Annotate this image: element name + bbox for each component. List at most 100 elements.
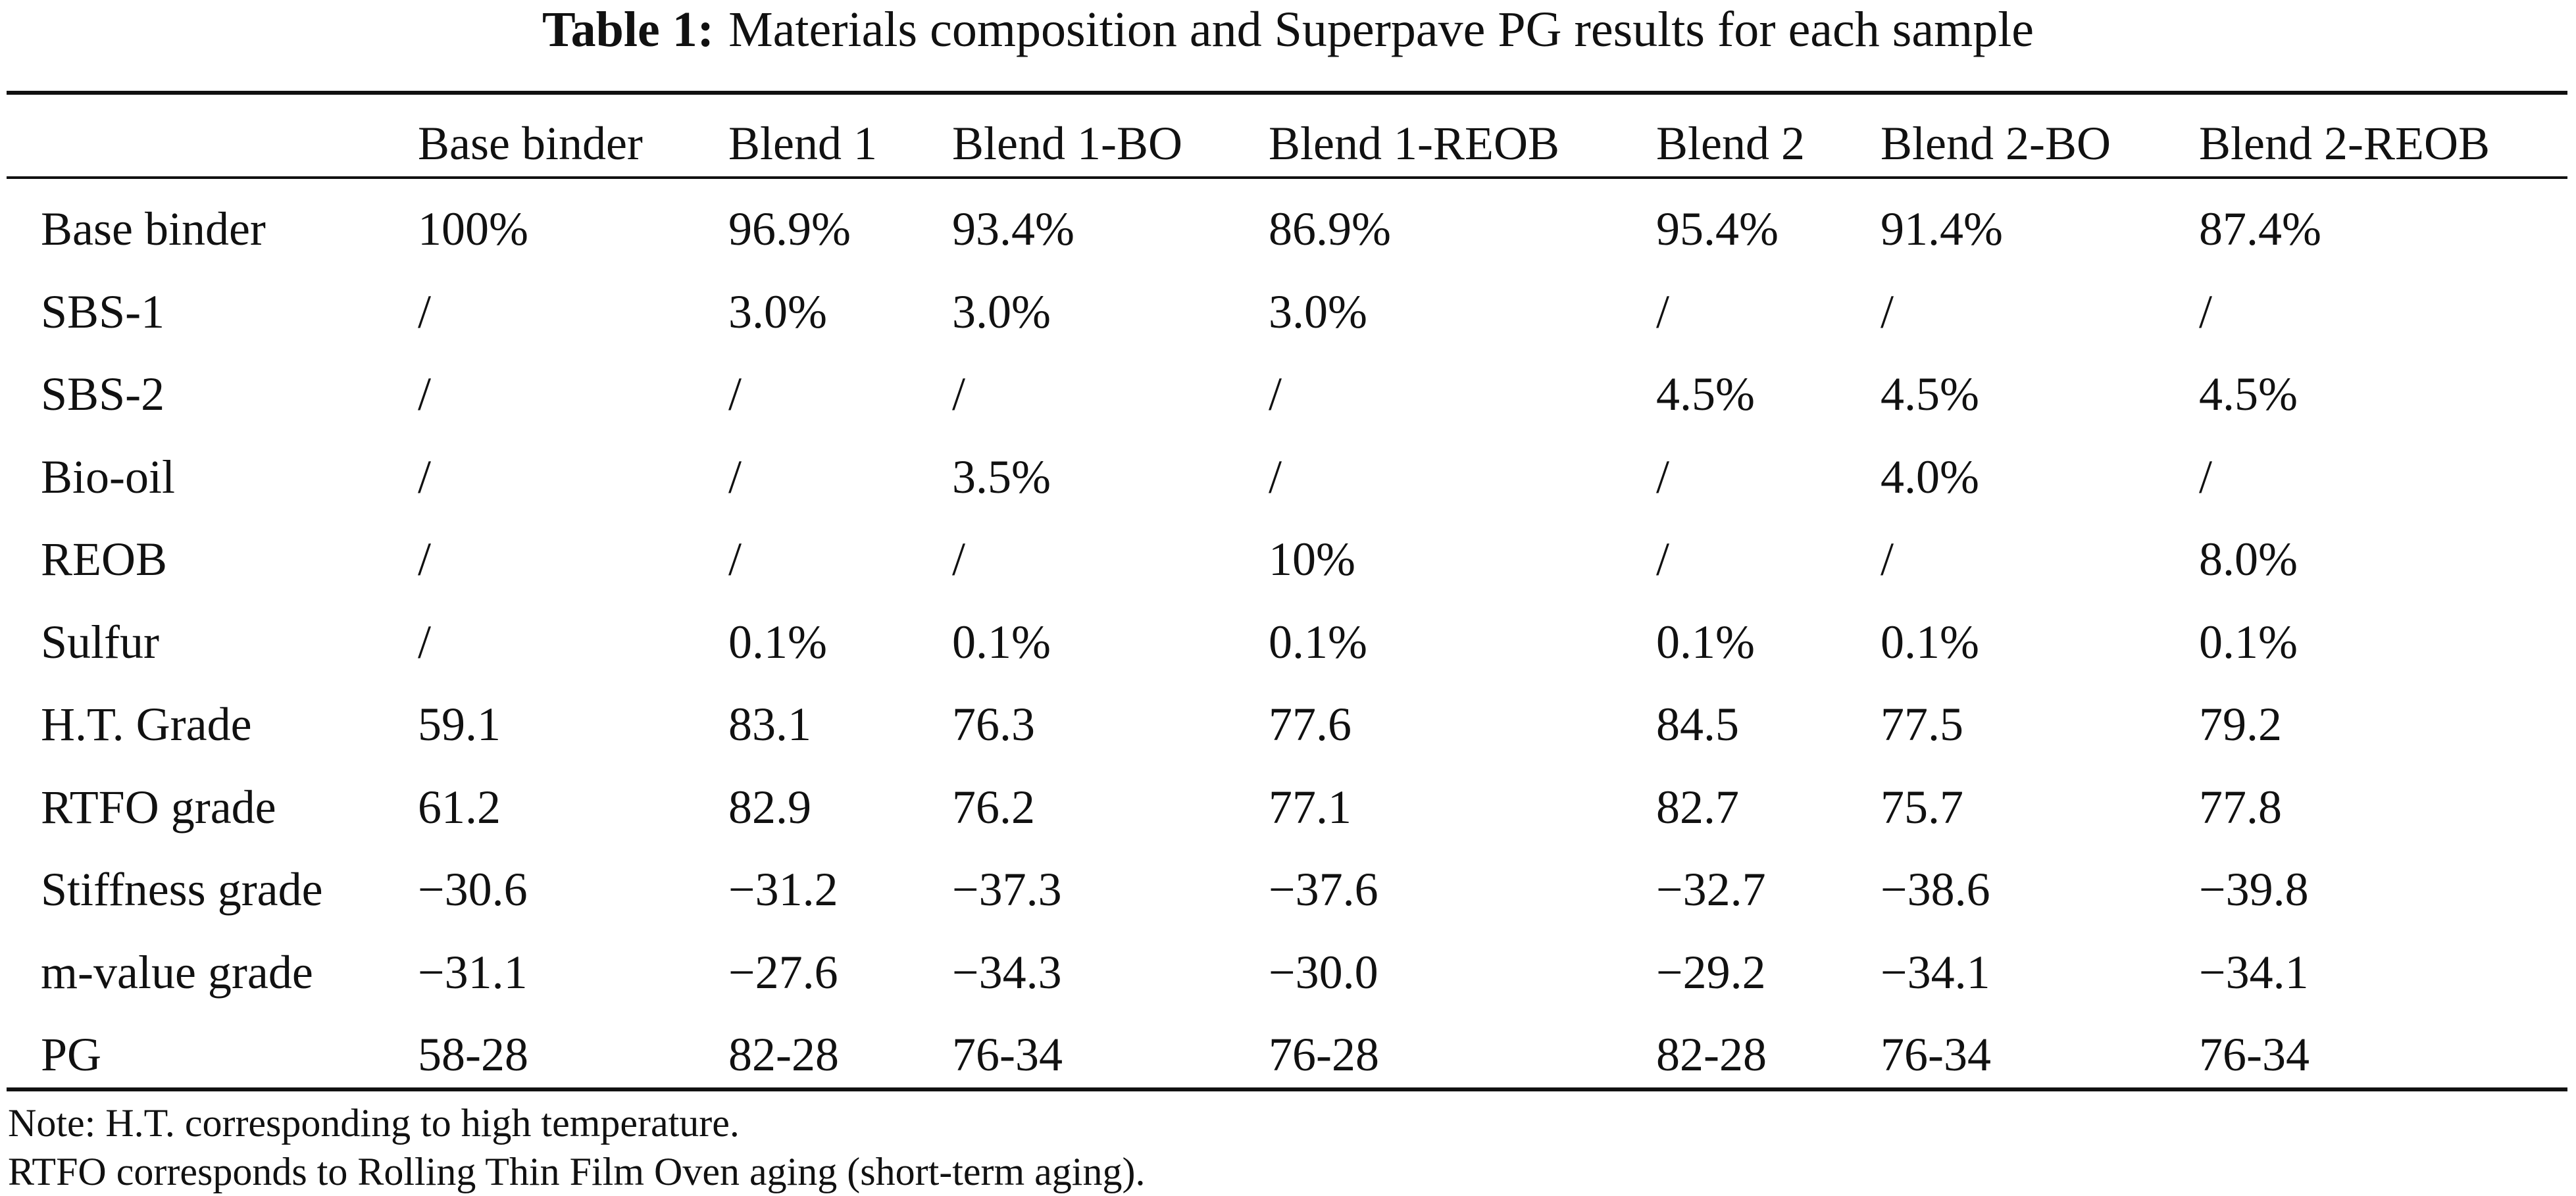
table-cell: 76.2 — [952, 780, 1035, 834]
table-row: Stiffness grade −30.6 −31.2 −37.3 −37.6 −32.7… — [0, 848, 2576, 931]
table-cell: −31.1 — [418, 945, 528, 999]
table-cell: 95.4% — [1656, 203, 1779, 255]
table-cell: 77.8 — [2199, 780, 2282, 834]
table-row: RTFO grade 61.2 82.9 76.2 77.1 82.7 75.7 77.8 — [0, 766, 2576, 849]
table-row: PG 58-28 82-28 76-34 76-28 82-28 76-34 76-34 — [0, 1013, 2576, 1096]
table-cell: 4.5% — [1881, 368, 1979, 420]
table-cell: 4.5% — [2199, 368, 2298, 420]
table-label: Table 1: — [542, 2, 715, 57]
table-cell: 4.5% — [1656, 368, 1755, 420]
row-label-cell: SBS-1 — [41, 285, 165, 338]
table-bottom-rule — [7, 1087, 2567, 1091]
table-note: RTFO corresponds to Rolling Thin Film Ov… — [8, 1150, 1146, 1193]
table-cell: / — [1269, 368, 1282, 420]
table-cell: 3.5% — [952, 450, 1051, 503]
header-cell-blend-2: Blend 2 — [1656, 117, 1805, 170]
row-label-cell: REOB — [41, 533, 168, 586]
table-cell: 0.1% — [1269, 615, 1367, 668]
table-cell: 79.2 — [2199, 698, 2282, 751]
row-label-cell: PG — [41, 1028, 102, 1081]
table-cell: 87.4% — [2199, 203, 2321, 255]
table-row: REOB / / / 10% / / 8.0% — [0, 518, 2576, 601]
row-label-cell: H.T. Grade — [41, 698, 252, 751]
table-cell: 3.0% — [952, 285, 1051, 338]
table-cell: / — [1881, 533, 1894, 586]
table-cell: 84.5 — [1656, 698, 1739, 751]
table-cell: 82.7 — [1656, 780, 1739, 834]
table-row: m-value grade −31.1 −27.6 −34.3 −30.0 −29.2 −3… — [0, 931, 2576, 1014]
table-cell: 61.2 — [418, 780, 501, 834]
table-row: Base binder 100% 96.9% 93.4% 86.9% 95.4% 91.4%… — [0, 187, 2576, 270]
header-cell-blend-1: Blend 1 — [728, 117, 877, 170]
table-cell: / — [1881, 285, 1894, 338]
header-cell-blend-1-reob: Blend 1-REOB — [1269, 117, 1559, 170]
table-cell: −39.8 — [2199, 863, 2309, 916]
table-cell: 76-34 — [2199, 1028, 2310, 1081]
table-cell: / — [418, 615, 432, 668]
row-label-cell: m-value grade — [41, 945, 313, 999]
table-cell: 76-34 — [952, 1028, 1063, 1081]
table-cell: 4.0% — [1881, 450, 1979, 503]
table-cell: / — [2199, 285, 2213, 338]
table-cell: 96.9% — [728, 203, 851, 255]
table-cell: / — [728, 368, 742, 420]
table-cell: 100% — [418, 203, 528, 255]
table-cell: −30.6 — [418, 863, 528, 916]
table-cell: 0.1% — [728, 615, 827, 668]
table-cell: 82-28 — [728, 1028, 839, 1081]
table-row: Sulfur / 0.1% 0.1% 0.1% 0.1% 0.1% 0.1% — [0, 601, 2576, 684]
table-row: Bio-oil / / 3.5% / / 4.0% / — [0, 436, 2576, 518]
table-cell: −37.6 — [1269, 863, 1378, 916]
table-row: SBS-1 / 3.0% 3.0% 3.0% / / / — [0, 270, 2576, 353]
table-cell: / — [952, 533, 966, 586]
table-cell: 91.4% — [1881, 203, 2003, 255]
table-cell: −38.6 — [1881, 863, 1990, 916]
table-caption: Table 1: Materials composition and Superp… — [0, 0, 2576, 66]
table-cell: 83.1 — [728, 698, 811, 751]
table-cell: / — [418, 450, 432, 503]
row-label-cell: Bio-oil — [41, 450, 176, 503]
table-cell: 76-34 — [1881, 1028, 1991, 1081]
table-cell: / — [418, 285, 432, 338]
table-cell: 77.1 — [1269, 780, 1351, 834]
table-row: SBS-2 / / / / 4.5% 4.5% 4.5% — [0, 353, 2576, 436]
table-cell: 93.4% — [952, 203, 1074, 255]
table-cell: −34.1 — [1881, 945, 1990, 999]
table-cell: / — [1269, 450, 1282, 503]
table-cell: / — [728, 450, 742, 503]
table-cell: 76-28 — [1269, 1028, 1379, 1081]
table-cell: 58-28 — [418, 1028, 528, 1081]
table-cell: / — [418, 533, 432, 586]
table-cell: 0.1% — [1656, 615, 1755, 668]
header-cell-blend-2-reob: Blend 2-REOB — [2199, 117, 2490, 170]
header-cell-blend-2-bo: Blend 2-BO — [1881, 117, 2111, 170]
header-cell-blend-1-bo: Blend 1-BO — [952, 117, 1182, 170]
table-cell: −37.3 — [952, 863, 1062, 916]
table-cell: / — [418, 368, 432, 420]
table-cell: 8.0% — [2199, 533, 2298, 586]
table-cell: −29.2 — [1656, 945, 1766, 999]
table-cell: 77.6 — [1269, 698, 1351, 751]
table-cell: / — [1656, 533, 1670, 586]
table-cell: 82.9 — [728, 780, 811, 834]
table-cell: 3.0% — [728, 285, 827, 338]
table-cell: −34.3 — [952, 945, 1062, 999]
table-cell: −30.0 — [1269, 945, 1378, 999]
table-top-rule — [7, 91, 2567, 95]
table-header-row: Base binder Blend 1 Blend 1-BO Blend 1-R… — [0, 102, 2576, 185]
table-cell: 59.1 — [418, 698, 501, 751]
table-cell: 77.5 — [1881, 698, 1963, 751]
table-cell: / — [728, 533, 742, 586]
table-header-rule — [7, 176, 2567, 179]
table-cell: 0.1% — [952, 615, 1051, 668]
table-cell: / — [1656, 285, 1670, 338]
table-cell: −27.6 — [728, 945, 838, 999]
row-label-cell: SBS-2 — [41, 368, 165, 420]
table-cell: 10% — [1269, 533, 1355, 586]
table-cell: / — [952, 368, 966, 420]
table-cell: / — [2199, 450, 2213, 503]
table-cell: 86.9% — [1269, 203, 1391, 255]
row-label-cell: RTFO grade — [41, 780, 276, 834]
table-cell: 0.1% — [2199, 615, 2298, 668]
table-cell: / — [1656, 450, 1670, 503]
